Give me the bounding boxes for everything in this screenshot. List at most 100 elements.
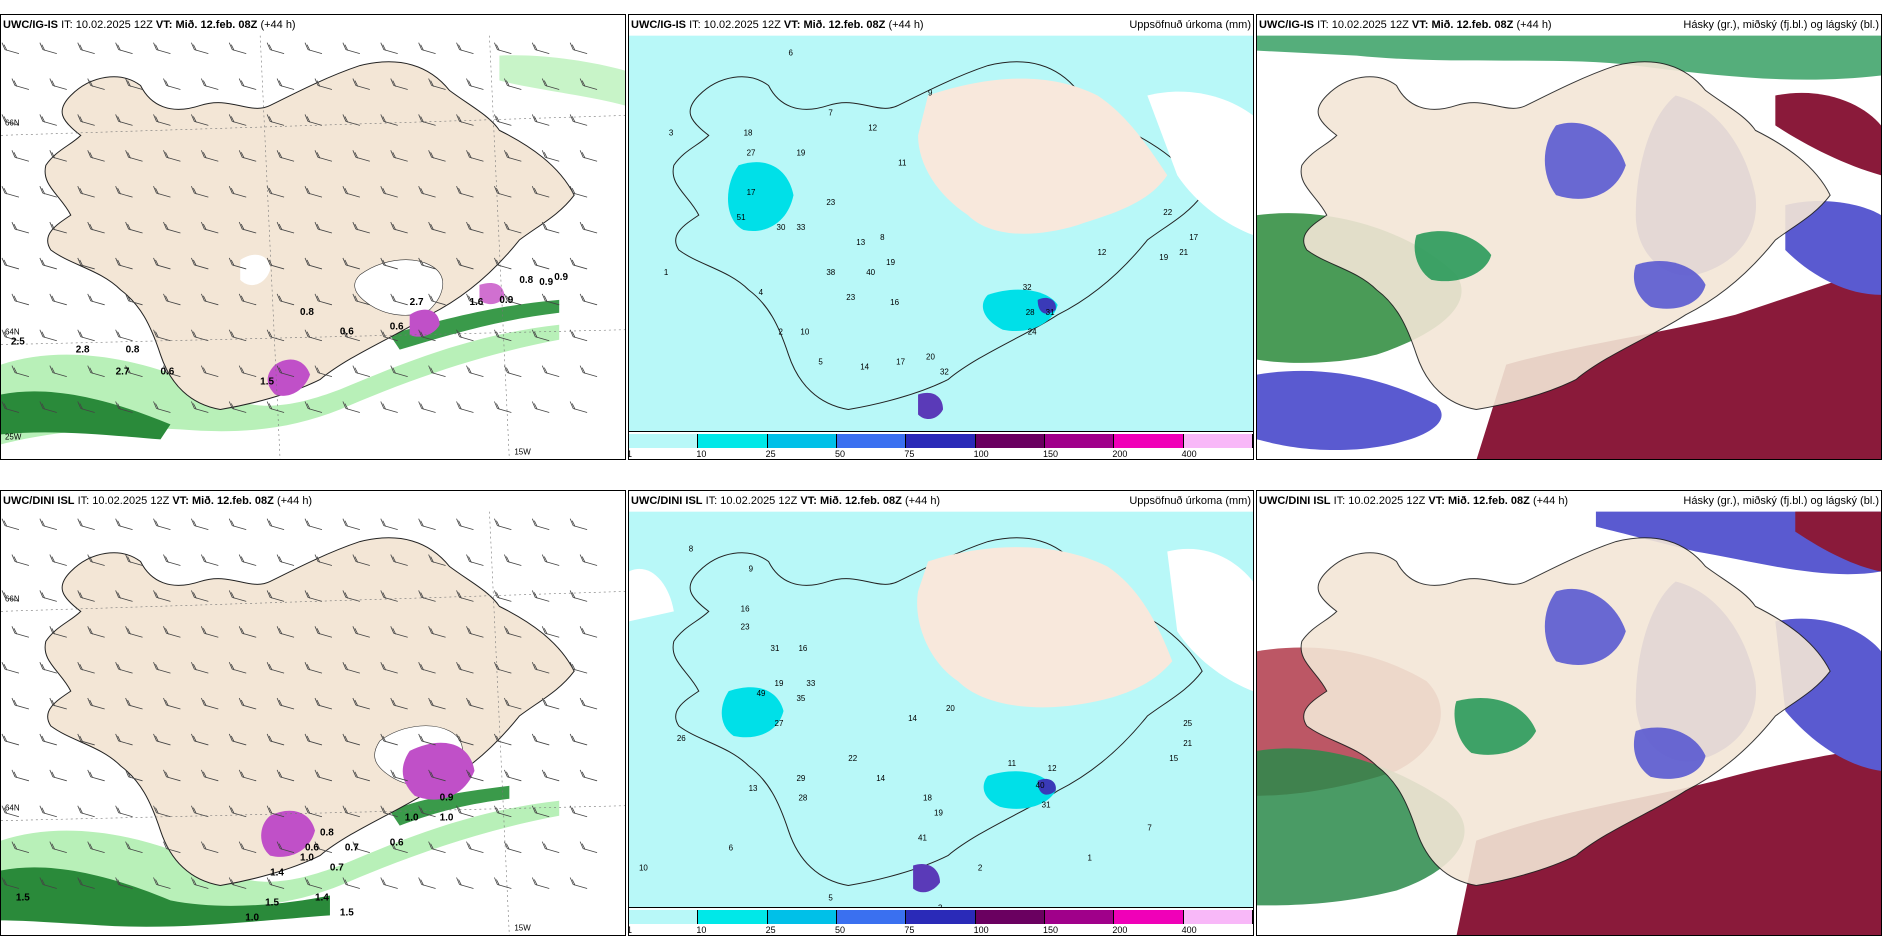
wind-barb xyxy=(569,662,588,674)
wind-barb xyxy=(77,329,95,342)
wind-barb xyxy=(77,114,95,126)
map-value-label: 7 xyxy=(828,108,833,117)
wind-barb xyxy=(352,626,370,638)
wind-barb xyxy=(266,805,285,818)
wind-barb xyxy=(115,114,133,126)
wind-barb xyxy=(304,805,323,818)
map-value-label: 35 xyxy=(796,694,805,703)
wind-barb xyxy=(49,221,67,234)
wind-barb xyxy=(87,841,105,853)
wind-barb xyxy=(504,293,522,306)
wind-barb xyxy=(569,329,588,342)
wind-barb xyxy=(569,257,588,270)
map-value-label: 0.7 xyxy=(345,843,359,854)
map-value-label: 0.9 xyxy=(539,277,553,288)
wind-barb xyxy=(266,877,285,889)
wind-barb xyxy=(87,365,105,377)
wind-barb xyxy=(1,877,20,889)
green-band-southeast xyxy=(389,785,510,826)
wind-barb xyxy=(569,518,588,531)
wind-barb xyxy=(200,293,219,306)
wind-barb xyxy=(266,329,285,342)
map-value-label: 17 xyxy=(1189,233,1198,242)
map-value-label: 23 xyxy=(826,198,835,207)
map-value-label: 40 xyxy=(1036,781,1045,790)
wind-barb xyxy=(77,401,95,413)
wind-barb xyxy=(304,590,323,602)
map-value-label: 19 xyxy=(796,148,805,157)
wind-barb xyxy=(314,554,333,566)
wind-barb xyxy=(418,329,436,342)
map-value-label: 1.4 xyxy=(315,892,329,903)
map-value-label: 1.5 xyxy=(260,377,274,388)
precip-core-4 xyxy=(1037,297,1056,314)
wind-barb xyxy=(153,662,171,674)
wind-barb xyxy=(276,626,295,638)
colorbar-labels: 1 10 25 50 75 100 150 200 400 xyxy=(629,925,1253,935)
wind-barb xyxy=(390,697,408,710)
wind-barb xyxy=(494,733,512,746)
wind-barb xyxy=(1,401,20,413)
colorbar-label: 100 xyxy=(973,925,989,935)
iceland-land xyxy=(1300,61,1831,410)
green-band-southeast xyxy=(389,299,560,350)
wind-barb xyxy=(494,329,512,342)
wind-barb xyxy=(352,365,370,377)
wind-barb xyxy=(494,186,512,198)
wind-barb xyxy=(1,186,20,198)
wind-barb xyxy=(342,186,360,198)
colorbar-label: 75 xyxy=(904,449,915,459)
wind-barb xyxy=(125,769,143,782)
wind-barb xyxy=(125,293,143,306)
colorbar-swatch xyxy=(1183,910,1253,924)
wind-barb xyxy=(228,518,247,531)
wind-barb xyxy=(49,841,67,853)
colorbar-label: 50 xyxy=(835,449,846,459)
wind-barb xyxy=(191,329,209,342)
wind-barb xyxy=(456,401,474,413)
wind-barb xyxy=(191,733,209,746)
vt-value: Mið. 12.feb. 08Z xyxy=(175,19,258,31)
wind-barb xyxy=(342,662,360,674)
field-title: Uppsöfnuð úrkoma (mm) xyxy=(1129,495,1251,507)
wind-barb xyxy=(276,841,295,853)
wind-barb xyxy=(466,841,484,853)
map-value-label: 11 xyxy=(1008,759,1017,768)
wind-barb xyxy=(504,150,522,162)
map-value-label: 4 xyxy=(759,288,764,297)
wind-barb xyxy=(49,365,67,377)
map-value-label: 20 xyxy=(926,353,935,362)
map-value-label: 0.6 xyxy=(390,322,404,333)
map-value-label: 20 xyxy=(946,704,955,713)
wind-barb xyxy=(466,78,484,90)
colorbar-label: 10 xyxy=(696,449,707,459)
colorbar-swatch xyxy=(906,910,976,924)
colorbar-swatch xyxy=(975,434,1045,448)
map-value-label: 2.5 xyxy=(11,337,25,348)
wind-barb xyxy=(266,518,285,531)
wind-barb xyxy=(11,78,30,90)
wind-barb xyxy=(531,42,550,55)
map-value-label: 12 xyxy=(1097,248,1106,257)
wind-barb xyxy=(39,662,57,674)
map-value-label: 24 xyxy=(1028,328,1037,337)
wind-barb xyxy=(39,877,57,889)
coord-label-15w: 15W xyxy=(514,447,531,456)
wind-barbs xyxy=(1,42,598,413)
wind-barb xyxy=(266,257,285,270)
colorbar-label: 150 xyxy=(1043,449,1059,459)
wind-barb xyxy=(428,150,446,162)
map-value-label: 1.6 xyxy=(469,297,483,308)
wind-barb xyxy=(125,150,143,162)
wind-barb xyxy=(579,554,598,566)
wind-barb xyxy=(504,626,522,638)
graticule-lon-15 xyxy=(489,511,510,935)
wind-barb xyxy=(153,257,171,270)
wind-barb xyxy=(115,186,133,198)
wind-barb xyxy=(531,186,550,198)
map-value-label: 1.5 xyxy=(16,892,30,903)
wind-barb xyxy=(342,329,360,342)
wind-barb xyxy=(11,221,30,234)
wind-barb xyxy=(504,78,522,90)
iceland-land xyxy=(1300,537,1831,886)
